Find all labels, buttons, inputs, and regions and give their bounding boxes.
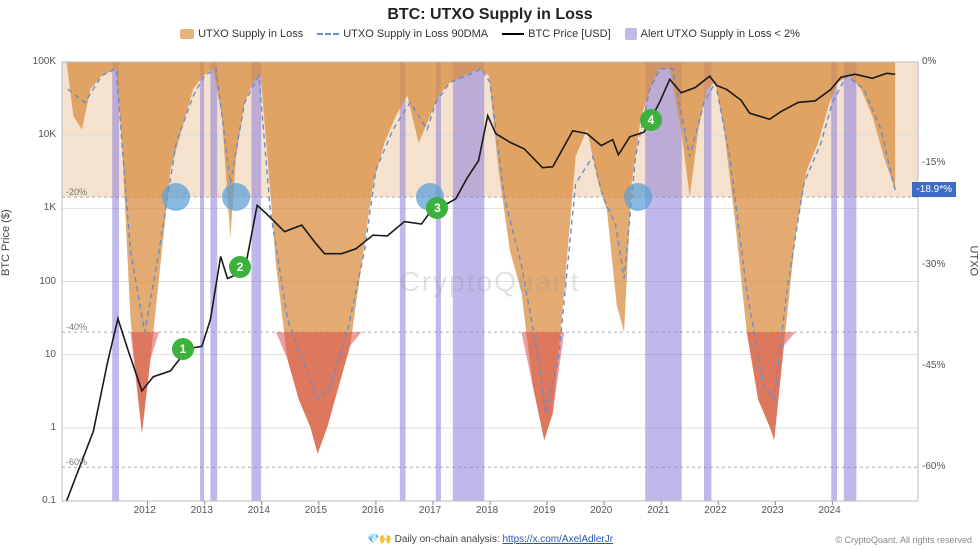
footer-link[interactable]: https://x.com/AxelAdlerJr <box>502 534 613 545</box>
ref-line-label: -60% <box>66 457 87 467</box>
blue-marker <box>162 183 190 211</box>
green-marker: 1 <box>172 338 194 360</box>
legend-alert: Alert UTXO Supply in Loss < 2% <box>625 28 800 40</box>
x-tick: 2018 <box>476 505 498 516</box>
legend-90dma: UTXO Supply in Loss 90DMA <box>317 28 488 40</box>
x-tick: 2023 <box>761 505 783 516</box>
y-left-axis-label: BTC Price ($) <box>0 209 12 276</box>
x-tick: 2013 <box>191 505 213 516</box>
blue-marker <box>222 183 250 211</box>
y-left-ticks: 0.11101001K10K100K <box>24 62 58 501</box>
copyright: © CryptoQuant. All rights reserved <box>835 535 972 545</box>
x-tick: 2016 <box>362 505 384 516</box>
green-marker: 4 <box>640 109 662 131</box>
x-tick: 2012 <box>134 505 156 516</box>
chart-container: BTC: UTXO Supply in Loss UTXO Supply in … <box>0 0 980 551</box>
y-left-tick: 100K <box>22 56 56 67</box>
x-tick: 2022 <box>704 505 726 516</box>
green-marker: 2 <box>229 256 251 278</box>
y-right-tick: -15% <box>922 157 945 168</box>
x-tick: 2017 <box>419 505 441 516</box>
chart-title: BTC: UTXO Supply in Loss <box>0 0 980 24</box>
x-tick: 2015 <box>305 505 327 516</box>
x-tick: 2024 <box>818 505 840 516</box>
x-tick: 2019 <box>533 505 555 516</box>
x-tick: 2020 <box>590 505 612 516</box>
y-right-tick: -45% <box>922 360 945 371</box>
y-right-tick: 0% <box>922 56 936 67</box>
x-tick: 2021 <box>647 505 669 516</box>
y-right-ticks: 0%-15%-30%-45%-60% <box>920 62 950 501</box>
y-right-tick: -30% <box>922 259 945 270</box>
plot-svg <box>62 62 918 501</box>
y-left-tick: 1 <box>22 422 56 433</box>
y-left-tick: 0.1 <box>22 495 56 506</box>
y-left-tick: 10 <box>22 349 56 360</box>
legend-supply-loss: UTXO Supply in Loss <box>180 28 303 40</box>
ref-line-label: -40% <box>66 322 87 332</box>
legend: UTXO Supply in Loss UTXO Supply in Loss … <box>0 28 980 40</box>
x-tick: 2014 <box>248 505 270 516</box>
legend-btc-price: BTC Price [USD] <box>502 28 611 40</box>
y-right-tick: -60% <box>922 461 945 472</box>
ref-line-label: -20% <box>66 187 87 197</box>
plot-area: CryptoQuant 1234 -20%-40%-60%-18.9*% <box>62 62 918 501</box>
y-left-tick: 1K <box>22 202 56 213</box>
y-right-axis-label: UTXO <box>968 245 980 276</box>
footer: 💎🙌 Daily on-chain analysis: https://x.co… <box>0 534 980 545</box>
y-left-tick: 100 <box>22 276 56 287</box>
y-left-tick: 10K <box>22 129 56 140</box>
current-value-callout: -18.9*% <box>912 182 956 197</box>
x-ticks: 2012 2013 2014 2015 2016 2017 2018 2019 2020 2021… <box>62 505 918 519</box>
